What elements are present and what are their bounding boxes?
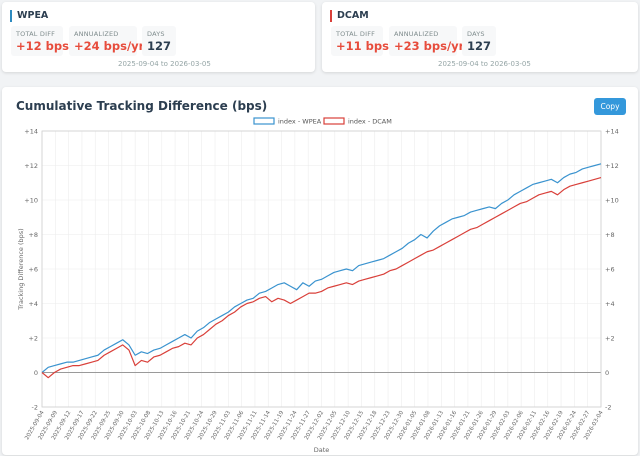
metric-label: DAYS bbox=[467, 30, 485, 38]
y-axis-title: Tracking Difference (bps) bbox=[17, 228, 25, 310]
legend-swatch bbox=[253, 117, 275, 125]
plot-frame bbox=[41, 130, 602, 408]
metric-value: +11 bps bbox=[336, 39, 389, 53]
summary-card-title: WPEA bbox=[10, 10, 48, 22]
chart-title: Cumulative Tracking Difference (bps) bbox=[16, 99, 268, 113]
days-metric: DAYS 127 bbox=[462, 26, 496, 56]
metric-label: TOTAL DIFF bbox=[16, 30, 56, 38]
date-range: 2025-09-04 to 2026-03-05 bbox=[438, 60, 531, 68]
metric-value: +24 bps/yr bbox=[74, 39, 145, 53]
y-tick-label-right: +14 bbox=[605, 128, 619, 136]
series-line-dcam bbox=[41, 176, 602, 379]
y-tick-label-right: +8 bbox=[605, 231, 615, 239]
metric-label: TOTAL DIFF bbox=[336, 30, 376, 38]
days-metric: DAYS 127 bbox=[142, 26, 176, 56]
metric-label: ANNUALIZED bbox=[394, 30, 439, 38]
metric-value: +23 bps/yr bbox=[394, 39, 465, 53]
y-tick-label-right: +6 bbox=[605, 266, 615, 274]
total-diff-metric: TOTAL DIFF +12 bps bbox=[11, 26, 69, 56]
total-diff-metric: TOTAL DIFF +11 bps bbox=[331, 26, 389, 56]
metric-label: DAYS bbox=[147, 30, 165, 38]
tracking-difference-chart: -2 -2 0 0 +2 +2 +4 +4 +6 +6 +8 +8 +10 +10 +12 +12 +14 +14… bbox=[17, 117, 619, 454]
metric-label: ANNUALIZED bbox=[74, 30, 119, 38]
y-tick-label-right: -2 bbox=[605, 404, 611, 412]
x-axis-title: Date bbox=[314, 446, 330, 454]
y-tick-label-left: +2 bbox=[28, 335, 38, 343]
legend-label: index - DCAM bbox=[348, 118, 392, 126]
date-range: 2025-09-04 to 2026-03-05 bbox=[118, 60, 211, 68]
metric-value: +12 bps bbox=[16, 39, 69, 53]
y-tick-label-left: +12 bbox=[24, 162, 38, 170]
copy-button[interactable]: Copy bbox=[594, 98, 626, 115]
y-tick-label-right: 0 bbox=[605, 369, 609, 377]
y-tick-label-left: +14 bbox=[24, 128, 38, 136]
metric-value: 127 bbox=[467, 39, 492, 53]
annualized-metric: ANNUALIZED +24 bps/yr bbox=[69, 26, 144, 56]
series-line-wpea bbox=[41, 163, 602, 373]
y-tick-label-left: 0 bbox=[34, 369, 38, 377]
y-tick-label-left: +10 bbox=[24, 197, 38, 205]
y-tick-label-right: +10 bbox=[605, 197, 619, 205]
legend-label: index - WPEA bbox=[278, 118, 322, 126]
y-tick-label-left: -2 bbox=[32, 404, 38, 412]
legend-swatch bbox=[323, 117, 345, 125]
y-tick-label-right: +2 bbox=[605, 335, 615, 343]
summary-card-title: DCAM bbox=[330, 10, 369, 22]
y-tick-label-right: +4 bbox=[605, 300, 615, 308]
annualized-metric: ANNUALIZED +23 bps/yr bbox=[389, 26, 464, 56]
chart-card: -2 -2 0 0 +2 +2 +4 +4 +6 +6 +8 +8 +10 +10 +12 +12 +14 +14… bbox=[2, 87, 638, 455]
y-tick-label-left: +8 bbox=[28, 231, 38, 239]
y-tick-label-right: +12 bbox=[605, 162, 619, 170]
summary-card-wpea: WPEA TOTAL DIFF +12 bps ANNUALIZED +24 b… bbox=[2, 2, 315, 72]
y-tick-label-left: +4 bbox=[28, 300, 38, 308]
summary-card-dcam: DCAM TOTAL DIFF +11 bps ANNUALIZED +23 b… bbox=[322, 2, 638, 72]
metric-value: 127 bbox=[147, 39, 172, 53]
y-tick-label-left: +6 bbox=[28, 266, 38, 274]
